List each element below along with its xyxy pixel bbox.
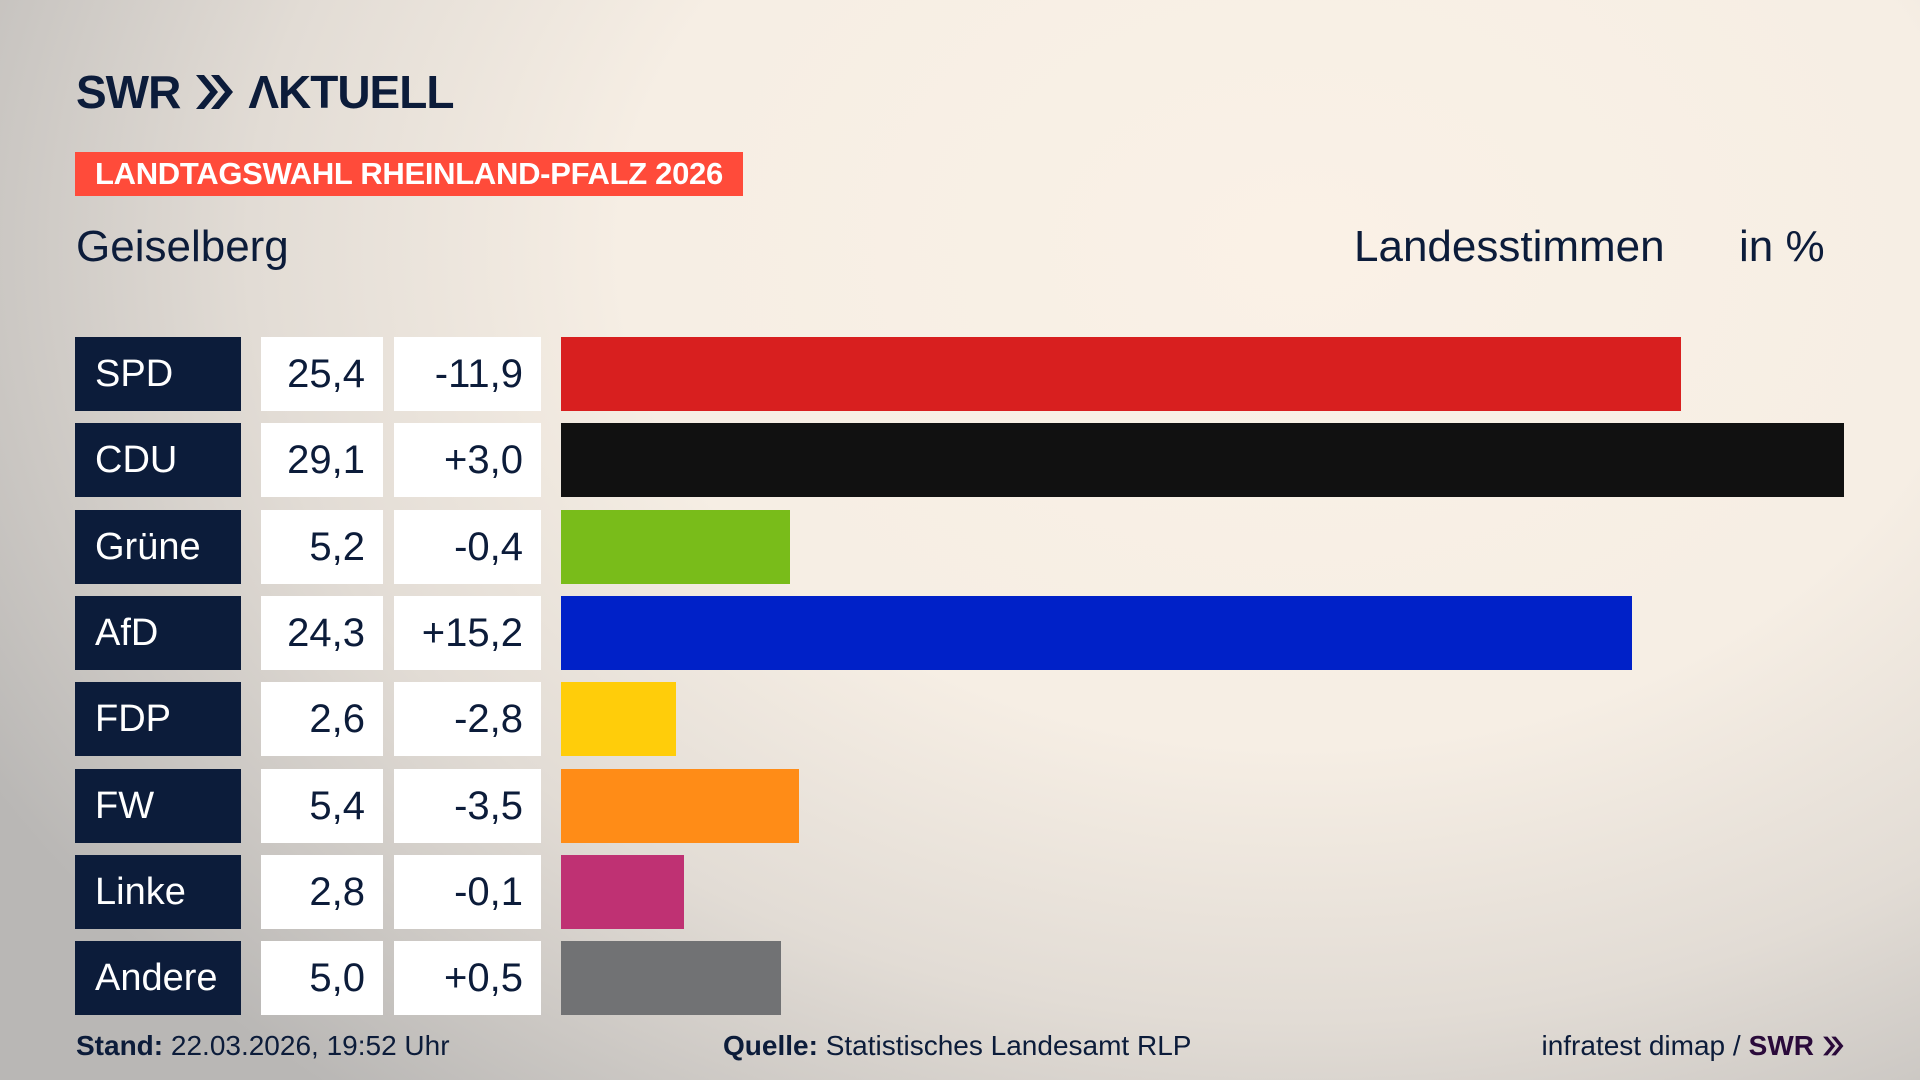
footer-stand: Stand: 22.03.2026, 19:52 Uhr	[76, 1030, 450, 1062]
bar-linke	[561, 854, 685, 929]
stand-value: 22.03.2026, 19:52 Uhr	[170, 1030, 450, 1061]
footer-source: Quelle: Statistisches Landesamt RLP	[723, 1030, 1191, 1062]
bar-cdu	[561, 423, 1845, 498]
diff-label: -3,5	[394, 768, 541, 843]
source-label: Quelle:	[723, 1030, 818, 1061]
diff-label: -11,9	[394, 337, 541, 411]
unit-label: in %	[1739, 222, 1825, 271]
double-chevron-icon	[1823, 1036, 1844, 1056]
party-row-spd: SPD 25,4 -11,9	[0, 337, 1920, 411]
value-label: 2,6	[261, 682, 383, 757]
party-row-andere: Andere 5,0 +0,5	[0, 941, 1920, 1016]
diff-label: -0,4	[394, 509, 541, 584]
party-label: CDU	[75, 423, 241, 498]
party-label: FW	[75, 768, 241, 843]
party-label: Linke	[75, 854, 241, 929]
party-row-linke: Linke 2,8 -0,1	[0, 854, 1920, 929]
credit-text: infratest dimap /	[1541, 1030, 1741, 1061]
place-title: Geiselberg	[76, 222, 289, 271]
bar-spd	[561, 337, 1681, 411]
logo-swr: SWR	[76, 66, 181, 118]
bar-afd	[561, 595, 1633, 670]
bar-andere	[561, 941, 782, 1016]
party-label: Grüne	[75, 509, 241, 584]
logo-aktuell: ΛKTUELL	[248, 66, 454, 118]
value-label: 25,4	[261, 337, 383, 411]
value-label: 24,3	[261, 595, 383, 670]
party-label: SPD	[75, 337, 241, 411]
diff-label: -0,1	[394, 854, 541, 929]
party-label: Andere	[75, 941, 241, 1016]
party-row-fw: FW 5,4 -3,5	[0, 768, 1920, 843]
value-label: 2,8	[261, 854, 383, 929]
footer-credit: infratest dimap / SWR	[1541, 1030, 1844, 1062]
diff-label: +3,0	[394, 423, 541, 498]
value-label: 5,2	[261, 509, 383, 584]
party-row-grüne: Grüne 5,2 -0,4	[0, 509, 1920, 584]
party-label: AfD	[75, 595, 241, 670]
credit-logo: SWR	[1748, 1030, 1814, 1061]
swr-aktuell-logo: SWR ΛKTUELL	[76, 66, 454, 118]
party-row-fdp: FDP 2,6 -2,8	[0, 682, 1920, 757]
bar-fdp	[561, 682, 676, 757]
election-banner: LANDTAGSWAHL RHEINLAND-PFALZ 2026	[75, 152, 743, 196]
diff-label: -2,8	[394, 682, 541, 757]
bar-grüne	[561, 509, 791, 584]
bar-fw	[561, 768, 800, 843]
value-label: 29,1	[261, 423, 383, 498]
metric-label: Landesstimmen	[1354, 222, 1665, 271]
diff-label: +15,2	[394, 595, 541, 670]
party-row-afd: AfD 24,3 +15,2	[0, 595, 1920, 670]
stand-label: Stand:	[76, 1030, 164, 1061]
value-label: 5,4	[261, 768, 383, 843]
double-chevron-icon	[196, 75, 234, 109]
diff-label: +0,5	[394, 941, 541, 1016]
party-row-cdu: CDU 29,1 +3,0	[0, 423, 1920, 498]
value-label: 5,0	[261, 941, 383, 1016]
party-label: FDP	[75, 682, 241, 757]
source-value: Statistisches Landesamt RLP	[825, 1030, 1192, 1061]
